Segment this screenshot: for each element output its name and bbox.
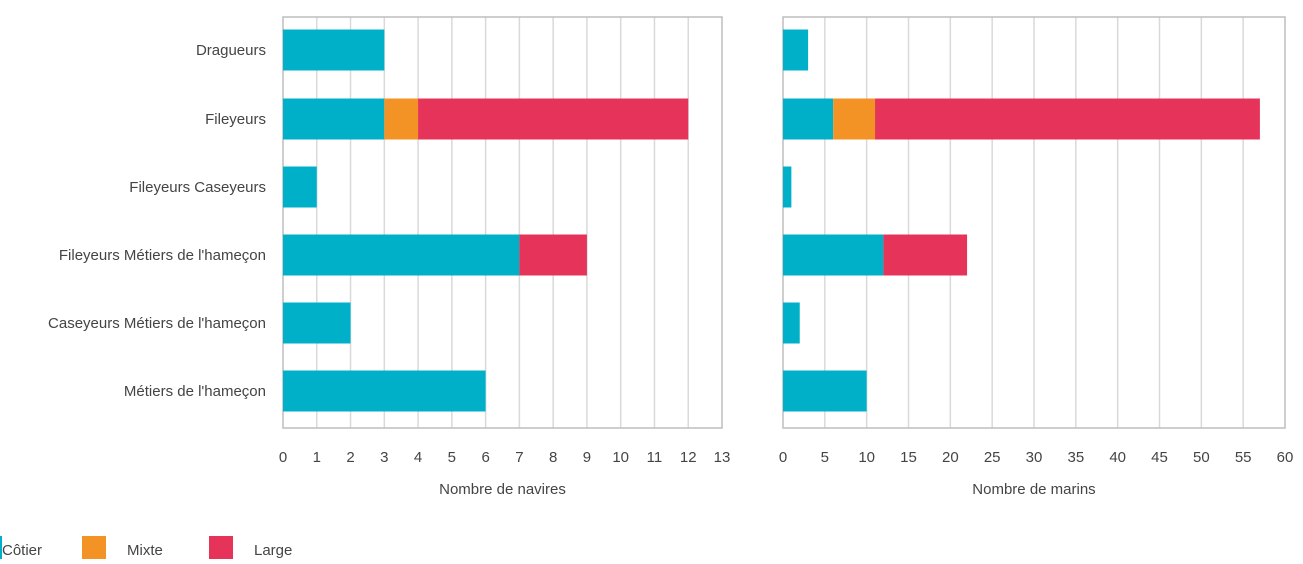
tick-label-marins-0: 0 [779, 449, 787, 466]
bar-navires-fileyeurs-large [418, 98, 689, 140]
tick-label-navires-7: 7 [515, 449, 523, 466]
tick-label-navires-5: 5 [448, 449, 456, 466]
legend-label-cotier: Côtier [2, 542, 42, 559]
category-label: Fileyeurs Métiers de l'hameçon [59, 247, 266, 264]
legend-swatch-mixte [82, 536, 106, 560]
bar-marins-fileyeurs-cotier [783, 98, 834, 140]
panel-navires: Dragueurs Fileyeurs Fileyeurs Caseyeurs Fil… [48, 16, 731, 498]
tick-label-navires-12: 12 [680, 449, 697, 466]
category-label: Fileyeurs [205, 111, 266, 128]
axis-title-marins: Nombre de marins [972, 481, 1095, 498]
bar-navires-fileyeurs-cotier [283, 98, 385, 140]
tick-label-marins-25: 25 [984, 449, 1001, 466]
tick-label-marins-5: 5 [821, 449, 829, 466]
category-label: Caseyeurs Métiers de l'hameçon [48, 315, 266, 332]
bar-marins-fileyeurs-caseyeurs-cotier [783, 166, 792, 208]
bar-marins-fileyeurs-metiers-de-l-hamecon-cotier [783, 234, 884, 276]
bar-navires-metiers-de-l-hamecon-cotier [283, 370, 486, 412]
plot-frame-marins [782, 16, 1286, 429]
tick-label-navires-8: 8 [549, 449, 557, 466]
axis-title-navires: Nombre de navires [439, 481, 566, 498]
tick-label-marins-35: 35 [1067, 449, 1084, 466]
category-label: Fileyeurs Caseyeurs [129, 179, 266, 196]
category-label: Métiers de l'hameçon [124, 383, 266, 400]
tick-label-navires-13: 13 [714, 449, 731, 466]
legend-swatch-large [209, 536, 233, 560]
tick-label-navires-6: 6 [481, 449, 489, 466]
bar-marins-metiers-de-l-hamecon-cotier [783, 370, 867, 412]
legend: Côtier Mixte Large [0, 536, 292, 560]
legend-label-large: Large [254, 542, 292, 559]
bar-navires-dragueurs-cotier [283, 29, 385, 71]
category-label: Dragueurs [196, 42, 266, 59]
plot-frame-navires [282, 16, 723, 429]
tick-label-marins-30: 30 [1026, 449, 1043, 466]
bar-marins-caseyeurs-metiers-de-l-hamecon-cotier [783, 302, 800, 344]
bar-marins-dragueurs-cotier [783, 29, 809, 71]
legend-swatch-cotier [0, 536, 2, 560]
bar-navires-fileyeurs-metiers-de-l-hamecon-large [519, 234, 587, 276]
tick-label-marins-60: 60 [1277, 449, 1294, 466]
tick-label-navires-11: 11 [647, 449, 663, 466]
tick-label-marins-15: 15 [900, 449, 917, 466]
tick-label-navires-4: 4 [414, 449, 422, 466]
tick-label-navires-1: 1 [313, 449, 321, 466]
bar-marins-fileyeurs-mixte [833, 98, 876, 140]
bar-marins-fileyeurs-metiers-de-l-hamecon-large [883, 234, 968, 276]
tick-label-marins-45: 45 [1151, 449, 1168, 466]
bar-navires-fileyeurs-mixte [384, 98, 419, 140]
tick-label-marins-40: 40 [1109, 449, 1126, 466]
bar-marins-fileyeurs-large [875, 98, 1260, 140]
tick-label-navires-10: 10 [612, 449, 629, 466]
tick-label-navires-9: 9 [583, 449, 591, 466]
tick-label-marins-20: 20 [942, 449, 959, 466]
tick-label-navires-3: 3 [380, 449, 388, 466]
tick-label-marins-55: 55 [1235, 449, 1252, 466]
legend-label-mixte: Mixte [127, 542, 163, 559]
tick-label-navires-0: 0 [279, 449, 287, 466]
tick-label-navires-2: 2 [346, 449, 354, 466]
tick-label-marins-10: 10 [858, 449, 875, 466]
tick-label-marins-50: 50 [1193, 449, 1210, 466]
bar-navires-fileyeurs-metiers-de-l-hamecon-cotier [283, 234, 520, 276]
panel-marins: 0 5 10 15 20 25 30 35 40 45 50 55 60 Nombre de marins [779, 16, 1294, 498]
bar-navires-caseyeurs-metiers-de-l-hamecon-cotier [283, 302, 351, 344]
bar-navires-fileyeurs-caseyeurs-cotier [283, 166, 317, 208]
